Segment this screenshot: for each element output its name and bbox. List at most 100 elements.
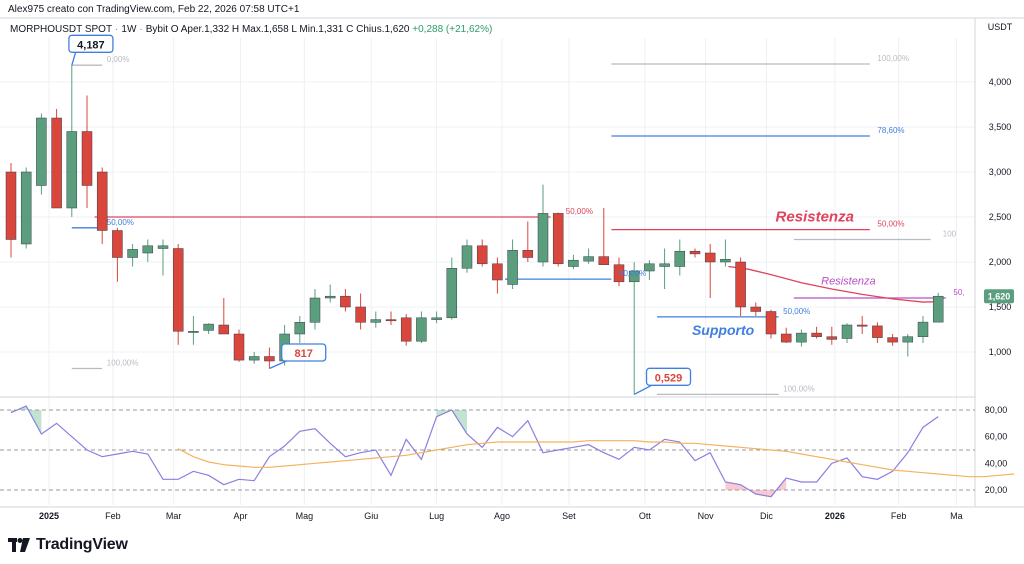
- low-callout-1-text: 817: [295, 348, 313, 360]
- low-callout-2-text: 0,529: [655, 372, 683, 384]
- candle-body: [476, 245, 488, 265]
- rsi-tick-label: 80,00: [985, 405, 1008, 415]
- time-tick-label: Feb: [891, 511, 907, 521]
- candle-body: [324, 295, 336, 299]
- rsi-tick-label: 60,00: [985, 432, 1008, 442]
- candle-body: [507, 250, 518, 285]
- rsi-pane: [10, 405, 1015, 498]
- chart-watermark-header: Alex975 creato con TradingView.com, Feb …: [8, 4, 300, 15]
- candle-body: [902, 336, 914, 343]
- candle-body: [628, 270, 640, 283]
- price-tick-label: 1,500: [989, 302, 1012, 312]
- candle-body: [218, 324, 230, 335]
- time-tick-label: Set: [562, 511, 576, 521]
- candle-body: [659, 263, 670, 267]
- time-tick-label: Ago: [494, 511, 510, 521]
- last-price-badge: [984, 289, 1014, 304]
- candle-body: [522, 250, 534, 258]
- time-tick-label: Ma: [950, 511, 963, 521]
- rsi-overbought-fill: [11, 406, 42, 434]
- rsi-bands: [0, 406, 975, 497]
- time-tick-label: Lug: [429, 511, 444, 521]
- rsi-tick-label: 20,00: [985, 485, 1008, 495]
- candle-body: [81, 131, 93, 186]
- time-tick-label: 2026: [825, 511, 845, 521]
- candle-body: [157, 245, 169, 249]
- candle-body: [66, 131, 78, 209]
- time-tick-label: Apr: [234, 511, 248, 521]
- candle-body: [461, 245, 473, 269]
- low-callout-2-pointer: [633, 383, 654, 395]
- moving-average-line: [728, 265, 943, 303]
- tradingview-brand[interactable]: TradingView: [8, 536, 128, 554]
- time-tick-label: Ott: [639, 511, 652, 521]
- candle-body: [583, 256, 594, 262]
- time-tick-label: Mag: [296, 511, 314, 521]
- low-callout-1-box: [281, 343, 327, 362]
- candle-body: [5, 171, 17, 240]
- resistenza-label-2: Resistenza: [821, 276, 875, 288]
- candles-group: [5, 65, 944, 395]
- price-tick-label: 2,500: [989, 212, 1012, 222]
- fib-bottom-gray-text: 100,00%: [783, 384, 815, 393]
- fib-top-line-text: 100,00%: [877, 54, 909, 63]
- fib-right-upper-gray-text: 100: [943, 230, 957, 239]
- candle-body: [96, 171, 108, 231]
- open-value: Aper.1,332: [180, 24, 230, 35]
- candle-body: [826, 336, 838, 340]
- candle-body: [492, 263, 503, 281]
- time-tick-label: Nov: [698, 511, 715, 521]
- candle-body: [309, 297, 321, 323]
- candle-body: [385, 319, 397, 322]
- candle-body: [841, 324, 853, 339]
- rsi-oversold-fill: [725, 478, 787, 497]
- candle-body: [20, 171, 32, 245]
- fib-lower-left-gray-text: 100,00%: [107, 358, 139, 367]
- fib-upper-left-gray-text: 0,00%: [107, 55, 130, 64]
- supporto-line-text: 50,00%: [783, 307, 810, 316]
- candle-body: [36, 117, 47, 186]
- candle-body: [720, 259, 731, 263]
- exchange-label: Bybit: [145, 24, 168, 35]
- high-label: H: [231, 24, 240, 35]
- low-callout-2-box: [645, 367, 692, 386]
- candle-body: [355, 306, 366, 323]
- candle-body: [431, 317, 442, 320]
- close-value: Chius.1,620: [356, 24, 410, 35]
- candle-body: [568, 259, 579, 267]
- candle-body: [51, 117, 62, 209]
- candle-body: [811, 332, 822, 337]
- candle-body: [689, 250, 701, 255]
- candle-body: [932, 295, 944, 323]
- interval-label[interactable]: 1W: [121, 24, 137, 35]
- candlestick-chart[interactable]: 50,00% 50,00% 100,00% 78,60% 100 0,00% 50,00% 1…: [0, 0, 1024, 525]
- candle-body: [340, 295, 351, 308]
- candle-body: [400, 317, 412, 342]
- candle-body: [735, 261, 746, 308]
- fib-supporto-line-text: 50,00%: [619, 269, 646, 278]
- candle-body: [446, 268, 458, 319]
- resistenza-line-left-text: 50,00%: [566, 207, 593, 216]
- rsi-ma-line: [177, 440, 1015, 478]
- time-tick-label: Giu: [364, 511, 378, 521]
- fib-786-line-text: 78,60%: [877, 126, 904, 135]
- candle-body: [872, 325, 883, 338]
- candle-body: [887, 337, 898, 343]
- candle-body: [644, 263, 655, 272]
- candle-body: [188, 331, 199, 333]
- change-value: +0,288 (+21,62%): [412, 24, 493, 35]
- price-tick-label: 3,000: [989, 167, 1012, 177]
- resistenza-label-1: Resistenza: [776, 209, 854, 226]
- candle-body: [370, 319, 382, 323]
- symbol-name[interactable]: MORPHOUSDT SPOT: [10, 24, 113, 35]
- price-tick-label: 4,000: [989, 77, 1012, 87]
- candle-body: [294, 322, 306, 335]
- candle-body: [704, 252, 716, 263]
- supporto-label: Supporto: [692, 322, 755, 338]
- candle-body: [203, 323, 214, 331]
- candle-body: [552, 213, 564, 265]
- candle-body: [674, 250, 686, 267]
- high-callout-pointer: [71, 51, 77, 66]
- candle-body: [598, 256, 610, 265]
- candle-body: [248, 356, 260, 361]
